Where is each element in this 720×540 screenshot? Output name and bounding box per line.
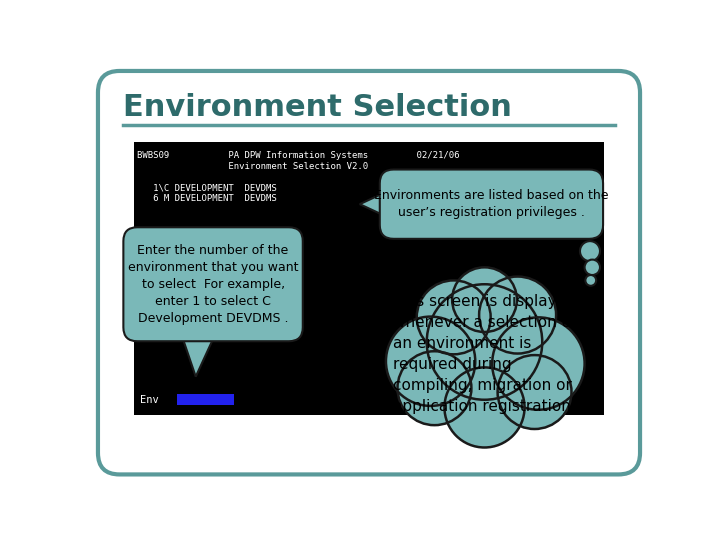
FancyBboxPatch shape <box>176 394 234 405</box>
Circle shape <box>427 284 542 400</box>
Circle shape <box>498 355 572 429</box>
Text: Enter the number of the
environment that you want
to select  For example,
enter : Enter the number of the environment that… <box>128 244 298 325</box>
Circle shape <box>585 275 596 286</box>
Text: Environment Selection: Environment Selection <box>122 93 511 122</box>
Circle shape <box>452 267 517 332</box>
Text: Environment Selection V2.0: Environment Selection V2.0 <box>138 162 369 171</box>
Polygon shape <box>360 193 383 215</box>
Circle shape <box>580 241 600 261</box>
Text: 1\C DEVELOPMENT  DEVDMS: 1\C DEVELOPMENT DEVDMS <box>138 184 277 192</box>
Circle shape <box>397 351 472 425</box>
FancyBboxPatch shape <box>379 170 603 239</box>
Circle shape <box>479 276 556 354</box>
FancyBboxPatch shape <box>98 71 640 475</box>
FancyBboxPatch shape <box>123 227 303 341</box>
Polygon shape <box>183 338 213 377</box>
Circle shape <box>444 367 525 448</box>
Circle shape <box>585 260 600 275</box>
Text: 6 M DEVELOPMENT  DEVDMS: 6 M DEVELOPMENT DEVDMS <box>138 194 277 203</box>
Circle shape <box>417 280 490 354</box>
Text: This screen is displayed
whenever a selection of
an environment is
required duri: This screen is displayed whenever a sele… <box>393 294 576 414</box>
Circle shape <box>386 316 475 406</box>
Circle shape <box>492 318 585 410</box>
Text: Environments are listed based on the
user’s registration privileges .: Environments are listed based on the use… <box>374 189 608 219</box>
Text: Env: Env <box>140 395 159 405</box>
FancyBboxPatch shape <box>134 142 604 415</box>
Text: BWBS09           PA DPW Information Systems         02/21/06: BWBS09 PA DPW Information Systems 02/21/… <box>138 151 460 160</box>
